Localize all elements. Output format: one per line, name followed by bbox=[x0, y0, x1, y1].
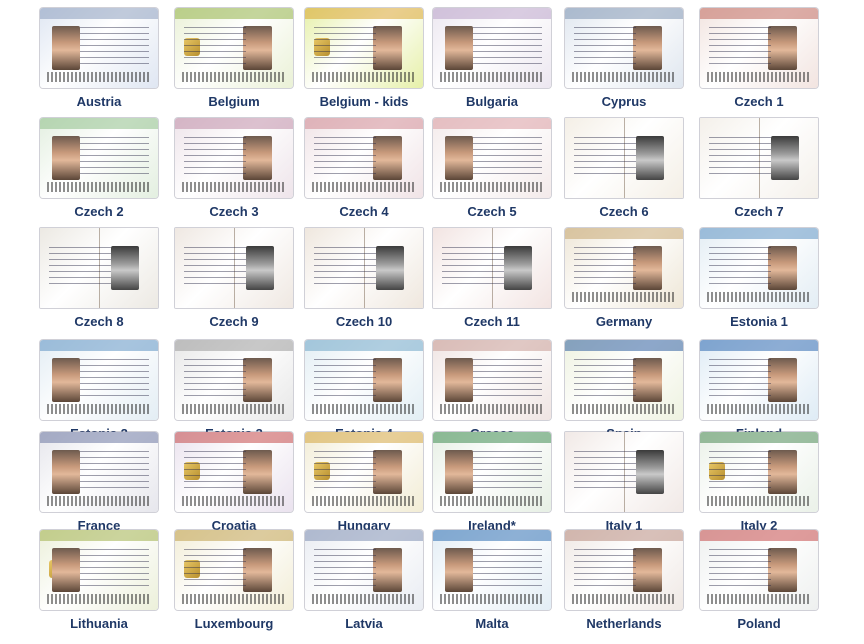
id-card-image bbox=[433, 228, 551, 308]
country-label: Estonia 1 bbox=[730, 314, 788, 329]
id-card-image bbox=[40, 118, 158, 198]
country-label: Czech 5 bbox=[467, 204, 517, 219]
id-card-image bbox=[175, 8, 293, 88]
id-card-image bbox=[40, 340, 158, 420]
id-card-image bbox=[433, 530, 551, 610]
country-label: Netherlands bbox=[586, 616, 662, 631]
country-label: Luxembourg bbox=[194, 616, 274, 631]
country-label: Czech 3 bbox=[209, 204, 259, 219]
id-card-image bbox=[40, 530, 158, 610]
id-card-image bbox=[305, 8, 423, 88]
country-label: Czech 9 bbox=[209, 314, 259, 329]
id-card-image bbox=[700, 340, 818, 420]
id-card-image bbox=[700, 228, 818, 308]
id-card-image bbox=[700, 118, 818, 198]
id-card-image bbox=[565, 8, 683, 88]
country-label: Czech 1 bbox=[734, 94, 784, 109]
country-label: Czech 6 bbox=[599, 204, 649, 219]
id-card-image bbox=[433, 340, 551, 420]
country-label: Czech 7 bbox=[734, 204, 784, 219]
country-label: Germany bbox=[595, 314, 653, 329]
country-label: Croatia bbox=[211, 518, 257, 533]
country-label: Latvia bbox=[345, 616, 383, 631]
id-card-image bbox=[305, 118, 423, 198]
id-card-image bbox=[565, 118, 683, 198]
id-card-image bbox=[565, 228, 683, 308]
country-label: Italy 1 bbox=[605, 518, 643, 533]
id-card-image bbox=[175, 118, 293, 198]
country-label: Bulgaria bbox=[465, 94, 518, 109]
id-card-image bbox=[175, 432, 293, 512]
id-card-image bbox=[305, 340, 423, 420]
id-card-image bbox=[175, 340, 293, 420]
id-card-image bbox=[433, 8, 551, 88]
country-label: Italy 2 bbox=[740, 518, 778, 533]
id-card-image bbox=[700, 432, 818, 512]
id-card-image bbox=[305, 228, 423, 308]
country-label: Poland bbox=[737, 616, 781, 631]
country-label: Czech 10 bbox=[335, 314, 393, 329]
country-label: Belgium bbox=[208, 94, 260, 109]
country-label: Belgium - kids bbox=[319, 94, 409, 109]
id-card-image bbox=[40, 432, 158, 512]
id-card-image bbox=[700, 8, 818, 88]
country-label: Ireland* bbox=[468, 518, 516, 533]
country-label: Austria bbox=[76, 94, 122, 109]
country-label: Lithuania bbox=[70, 616, 128, 631]
id-card-image bbox=[565, 340, 683, 420]
id-card-image bbox=[433, 432, 551, 512]
country-label: Czech 11 bbox=[464, 314, 520, 329]
id-card-image bbox=[40, 228, 158, 308]
country-label: France bbox=[77, 518, 121, 533]
country-label: Cyprus bbox=[601, 94, 647, 109]
country-label: Czech 4 bbox=[339, 204, 389, 219]
id-card-image bbox=[565, 530, 683, 610]
id-card-image bbox=[433, 118, 551, 198]
id-card-image bbox=[305, 432, 423, 512]
id-card-image bbox=[175, 530, 293, 610]
id-card-image bbox=[305, 530, 423, 610]
id-card-image bbox=[40, 8, 158, 88]
id-card-image bbox=[565, 432, 683, 512]
country-label: Czech 8 bbox=[74, 314, 124, 329]
country-label: Malta bbox=[475, 616, 509, 631]
country-label: Czech 2 bbox=[74, 204, 124, 219]
id-card-image bbox=[175, 228, 293, 308]
id-card-image bbox=[700, 530, 818, 610]
country-label: Hungary bbox=[337, 518, 391, 533]
